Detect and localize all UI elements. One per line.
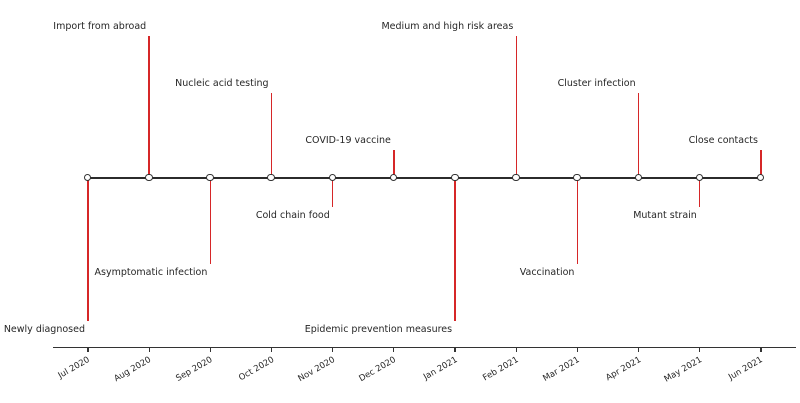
x-axis-tick-label: Mar 2021: [541, 355, 582, 384]
event-stem: [209, 178, 212, 264]
event-label: Asymptomatic infection: [94, 266, 208, 278]
timeline-marker: [450, 173, 459, 182]
x-axis-tick-label: Aug 2020: [112, 355, 154, 385]
event-stem: [332, 178, 334, 207]
x-axis-tick-label: Jul 2020: [57, 355, 92, 381]
event-label: Vaccination: [519, 266, 575, 278]
x-axis-tick-label: Jan 2021: [421, 355, 460, 383]
event-stem: [148, 35, 150, 178]
timeline-marker: [695, 173, 704, 182]
timeline-marker: [83, 173, 92, 182]
event-label: Epidemic prevention measures: [304, 323, 453, 335]
x-axis-tick: [576, 348, 579, 352]
timeline-marker: [512, 173, 520, 182]
event-label: Nucleic acid testing: [175, 77, 269, 89]
timeline-marker: [267, 173, 276, 182]
timeline-baseline: [88, 177, 761, 179]
event-stem: [637, 92, 640, 178]
x-axis-tick: [393, 348, 395, 352]
event-label: Medium and high risk areas: [381, 20, 514, 32]
event-stem: [87, 178, 89, 321]
event-stem: [760, 149, 762, 178]
event-stem: [515, 35, 517, 178]
x-axis-tick: [515, 348, 517, 352]
x-axis-tick: [760, 348, 762, 352]
timeline-marker: [206, 173, 214, 182]
x-axis-tick: [270, 348, 273, 352]
event-stem: [699, 178, 701, 207]
x-axis-tick: [454, 348, 456, 352]
event-stem: [454, 178, 456, 321]
x-axis-tick-label: Dec 2020: [357, 355, 398, 385]
timeline-marker: [145, 173, 153, 182]
timeline-marker: [756, 173, 765, 182]
x-axis-tick-label: Nov 2020: [296, 355, 337, 385]
x-axis-tick: [87, 348, 89, 352]
x-axis-tick-label: Oct 2020: [236, 355, 276, 384]
x-axis-tick: [332, 348, 334, 352]
x-axis-tick: [148, 348, 150, 352]
x-axis-line: [53, 347, 796, 349]
event-stem: [393, 149, 395, 178]
x-axis-tick-label: Feb 2021: [481, 355, 521, 384]
x-axis-tick-label: Sep 2020: [174, 355, 215, 384]
event-stem: [270, 92, 273, 178]
event-label: Newly diagnosed: [3, 323, 85, 335]
event-label: COVID-19 vaccine: [305, 134, 391, 146]
timeline-marker: [389, 173, 398, 182]
event-label: Cold chain food: [255, 209, 330, 221]
event-label: Close contacts: [688, 134, 758, 146]
event-label: Mutant strain: [633, 209, 697, 221]
timeline-marker: [573, 173, 581, 182]
timeline-marker: [328, 173, 337, 182]
x-axis-tick: [699, 348, 701, 352]
x-axis-tick-label: Apr 2021: [603, 355, 643, 384]
x-axis-tick: [638, 348, 640, 352]
event-label: Cluster infection: [557, 77, 636, 89]
event-label: Import from abroad: [53, 20, 147, 32]
x-axis-tick-label: May 2021: [662, 355, 704, 385]
timeline-marker: [634, 173, 643, 182]
event-stem: [576, 178, 579, 264]
x-axis-tick-label: Jun 2021: [727, 355, 765, 383]
x-axis-tick: [209, 348, 211, 352]
